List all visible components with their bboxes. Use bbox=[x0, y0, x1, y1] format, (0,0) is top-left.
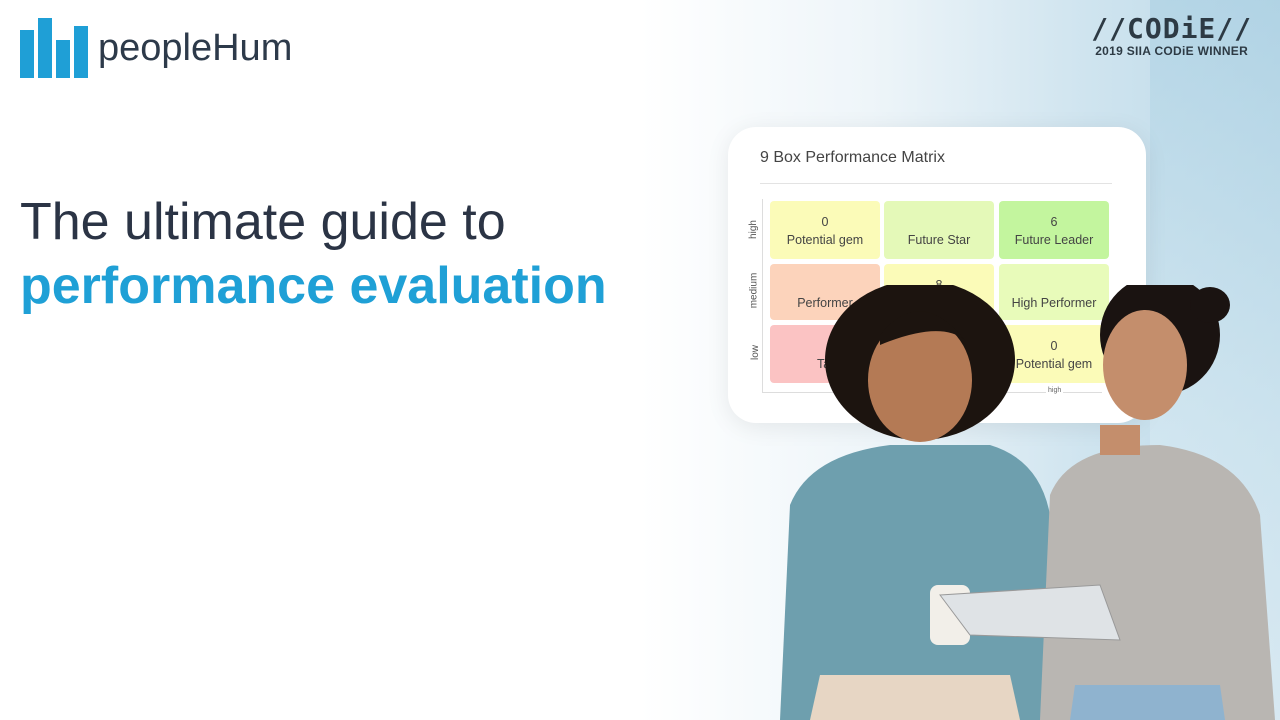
matrix-title: 9 Box Performance Matrix bbox=[760, 149, 945, 166]
cell-count bbox=[884, 213, 994, 231]
woman-right bbox=[939, 285, 1275, 720]
cell-label: Potential gem bbox=[1015, 357, 1093, 371]
matrix-cell: Future Star bbox=[884, 201, 994, 259]
matrix-cell: 0 Potential gem bbox=[999, 325, 1109, 383]
matrix-cell: High Performer bbox=[999, 264, 1109, 320]
headline-line1: The ultimate guide to bbox=[20, 193, 506, 251]
cell-label: Performer bbox=[797, 296, 853, 310]
cell-label: Potential gem bbox=[786, 233, 864, 247]
codie-award-badge: //CODiE// 2019 SIIA CODiE WINNER bbox=[1091, 12, 1252, 59]
divider bbox=[760, 183, 1112, 184]
cell-label: High Performer bbox=[1011, 296, 1097, 310]
bar-chart-logo-icon bbox=[20, 18, 88, 78]
brand-name: peopleHum bbox=[98, 27, 293, 69]
headline-line2: performance evaluation bbox=[20, 257, 607, 315]
cell-count: 6 bbox=[1050, 215, 1058, 229]
badge-subtitle: 2019 SIIA CODiE WINNER bbox=[1095, 44, 1249, 58]
y-axis bbox=[762, 199, 763, 393]
brand-logo: peopleHum bbox=[20, 18, 292, 78]
people-photo bbox=[780, 285, 1275, 720]
badge-title: //CODiE// bbox=[1091, 12, 1252, 45]
cell-count: 0 bbox=[821, 215, 829, 229]
woman-left bbox=[780, 285, 1060, 720]
cell-label: Future Leader bbox=[1014, 233, 1094, 247]
page-headline: The ultimate guide to performance evalua… bbox=[20, 190, 607, 318]
cell-label: Future Star bbox=[907, 233, 971, 247]
x-label-high: high bbox=[1046, 387, 1064, 394]
cell-count: 0 bbox=[1050, 339, 1058, 353]
y-label-high: high bbox=[747, 220, 759, 239]
matrix-cell: 0 Potential gem bbox=[770, 201, 880, 259]
matrix-cell: 6 Future Leader bbox=[999, 201, 1109, 259]
